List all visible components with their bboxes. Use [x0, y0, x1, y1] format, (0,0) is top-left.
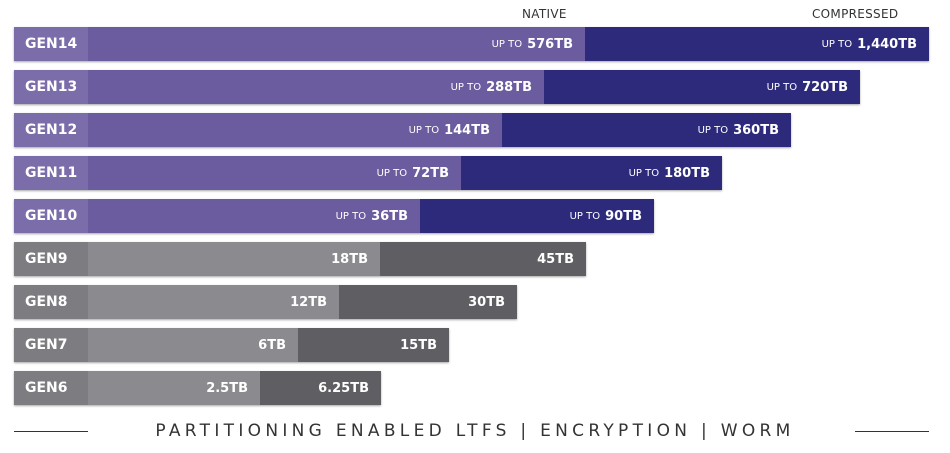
- native-bar-text: 72TB: [412, 165, 449, 181]
- generation-label: GEN8: [14, 285, 88, 319]
- generation-label: GEN6: [14, 371, 88, 405]
- bar-row-gen13: GEN13 UP TO 288TB UP TO 720TB: [14, 70, 860, 104]
- up-to-prefix: UP TO: [335, 210, 367, 222]
- up-to-prefix: UP TO: [569, 210, 601, 222]
- native-bar: 12TB: [88, 285, 339, 319]
- native-bar-text: 288TB: [486, 79, 532, 95]
- footer-line-left: [14, 431, 88, 432]
- generation-label-text: GEN11: [25, 165, 78, 181]
- generation-label-text: GEN9: [25, 251, 68, 267]
- up-to-prefix: UP TO: [628, 167, 660, 179]
- compressed-bar-text: 720TB: [802, 79, 848, 95]
- compressed-bar-text: 30TB: [468, 294, 505, 310]
- generation-label-text: GEN6: [25, 380, 68, 396]
- generation-label: GEN11: [14, 156, 88, 190]
- compressed-bar: 15TB: [298, 328, 449, 362]
- generation-label: GEN10: [14, 199, 88, 233]
- generation-label-text: GEN13: [25, 79, 78, 95]
- compressed-bar-text: 15TB: [400, 337, 437, 353]
- compressed-bar: 30TB: [339, 285, 517, 319]
- up-to-prefix: UP TO: [491, 38, 523, 50]
- generation-label-text: GEN14: [25, 36, 78, 52]
- native-bar-text: 576TB: [527, 36, 573, 52]
- compressed-bar-text: 45TB: [537, 251, 574, 267]
- native-bar-text: 2.5TB: [206, 380, 248, 396]
- footer-features: PARTITIONING ENABLED LTFS | ENCRYPTION |…: [155, 421, 795, 441]
- up-to-prefix: UP TO: [450, 81, 482, 93]
- generation-label: GEN12: [14, 113, 88, 147]
- legend-native: NATIVE: [522, 7, 567, 21]
- up-to-prefix: UP TO: [697, 124, 729, 136]
- native-bar-text: 36TB: [371, 208, 408, 224]
- native-bar: UP TO 288TB: [88, 70, 544, 104]
- native-bar: 2.5TB: [88, 371, 260, 405]
- native-bar-text: 6TB: [258, 337, 286, 353]
- bar-row-gen7: GEN7 6TB 15TB: [14, 328, 449, 362]
- compressed-bar-text: 6.25TB: [318, 380, 369, 396]
- compressed-bar-text: 1,440TB: [857, 36, 917, 52]
- generation-label-text: GEN10: [25, 208, 78, 224]
- native-bar-text: 144TB: [444, 122, 490, 138]
- native-bar-text: 18TB: [331, 251, 368, 267]
- up-to-prefix: UP TO: [376, 167, 408, 179]
- native-bar-text: 12TB: [290, 294, 327, 310]
- compressed-bar: 45TB: [380, 242, 586, 276]
- native-bar: 6TB: [88, 328, 298, 362]
- up-to-prefix: UP TO: [408, 124, 440, 136]
- generation-label: GEN13: [14, 70, 88, 104]
- generation-label: GEN9: [14, 242, 88, 276]
- bar-row-gen9: GEN9 18TB 45TB: [14, 242, 586, 276]
- generation-label-text: GEN7: [25, 337, 68, 353]
- up-to-prefix: UP TO: [821, 38, 853, 50]
- bar-row-gen12: GEN12 UP TO 144TB UP TO 360TB: [14, 113, 791, 147]
- native-bar: UP TO 36TB: [88, 199, 420, 233]
- bar-row-gen14: GEN14 UP TO 576TB UP TO 1,440TB: [14, 27, 929, 61]
- bar-row-gen6: GEN6 2.5TB 6.25TB: [14, 371, 381, 405]
- compressed-bar-text: 360TB: [733, 122, 779, 138]
- generation-label-text: GEN8: [25, 294, 68, 310]
- compressed-bar: UP TO 720TB: [544, 70, 860, 104]
- generation-label-text: GEN12: [25, 122, 78, 138]
- native-bar: UP TO 72TB: [88, 156, 461, 190]
- bar-row-gen11: GEN11 UP TO 72TB UP TO 180TB: [14, 156, 722, 190]
- up-to-prefix: UP TO: [766, 81, 798, 93]
- native-bar: UP TO 576TB: [88, 27, 585, 61]
- native-bar: UP TO 144TB: [88, 113, 502, 147]
- compressed-bar-text: 180TB: [664, 165, 710, 181]
- compressed-bar: UP TO 360TB: [502, 113, 791, 147]
- compressed-bar: 6.25TB: [260, 371, 381, 405]
- generation-label: GEN14: [14, 27, 88, 61]
- bar-row-gen8: GEN8 12TB 30TB: [14, 285, 517, 319]
- legend-compressed: COMPRESSED: [812, 7, 899, 21]
- compressed-bar: UP TO 90TB: [420, 199, 654, 233]
- native-bar: 18TB: [88, 242, 380, 276]
- compressed-bar: UP TO 180TB: [461, 156, 722, 190]
- generation-label: GEN7: [14, 328, 88, 362]
- compressed-bar: UP TO 1,440TB: [585, 27, 929, 61]
- compressed-bar-text: 90TB: [605, 208, 642, 224]
- footer-line-right: [855, 431, 929, 432]
- bar-row-gen10: GEN10 UP TO 36TB UP TO 90TB: [14, 199, 654, 233]
